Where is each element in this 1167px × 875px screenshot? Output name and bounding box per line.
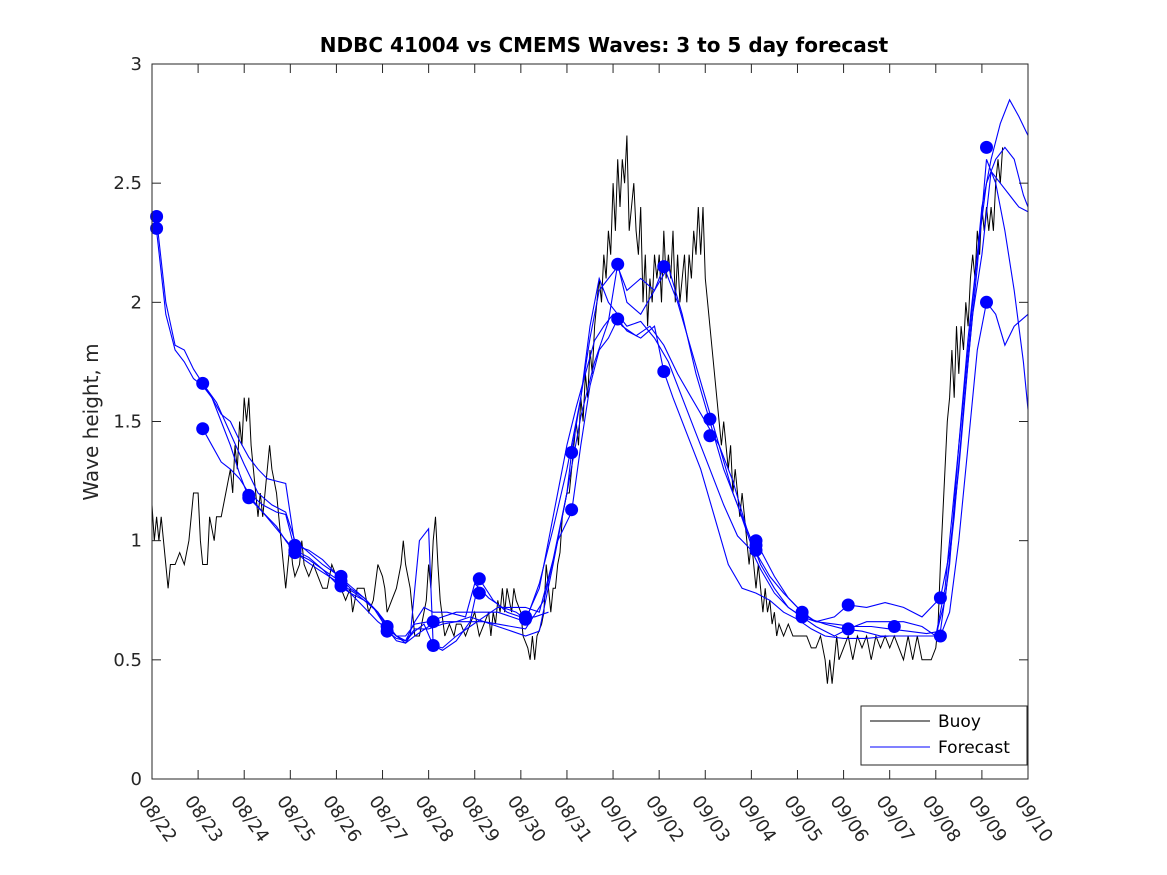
forecast-marker-6 [242, 491, 256, 505]
forecast-marker-20 [519, 612, 532, 626]
y-tick-label-4: 2 [131, 292, 142, 313]
forecast-marker-38 [933, 629, 947, 643]
forecast-marker-14 [380, 624, 394, 638]
forecast-marker-17 [472, 572, 486, 586]
forecast-marker-16 [426, 639, 440, 652]
forecast-marker-28 [703, 429, 717, 443]
forecast-marker-18 [472, 586, 486, 600]
forecast-marker-40 [980, 295, 993, 309]
forecast-series-line-2 [156, 146, 1029, 637]
legend-label-buoy: Buoy [938, 712, 981, 732]
forecast-series-line-6 [386, 527, 549, 651]
forecast-marker-23 [611, 257, 625, 271]
y-tick-label-5: 2.5 [113, 173, 142, 194]
forecast-series-line-4 [202, 159, 1029, 642]
forecast-marker-31 [749, 543, 763, 557]
y-tick-label-3: 1.5 [113, 412, 142, 433]
forecast-marker-22 [565, 503, 579, 517]
forecast-marker-1 [150, 210, 164, 223]
y-tick-label-6: 3 [131, 54, 142, 75]
legend-box [860, 705, 1028, 766]
forecast-marker-12 [334, 579, 348, 593]
y-tick-label-2: 1 [131, 531, 142, 552]
forecast-marker-34 [841, 598, 855, 612]
y-tick-label-1: 0.5 [113, 650, 142, 671]
forecast-marker-24 [611, 312, 625, 326]
forecast-marker-35 [841, 622, 855, 636]
forecast-marker-33 [795, 610, 809, 624]
forecast-marker-37 [933, 591, 947, 605]
forecast-marker-27 [703, 412, 717, 426]
forecast-marker-26 [657, 365, 671, 378]
forecast-marker-39 [980, 140, 993, 154]
forecast-marker-25 [657, 260, 671, 274]
forecast-marker-15 [426, 615, 440, 629]
legend: Buoy Forecast [860, 705, 1028, 766]
forecast-marker-21 [565, 446, 579, 459]
y-tick-label-0: 0 [131, 769, 142, 790]
forecast-marker-36 [887, 620, 901, 633]
legend-label-forecast: Forecast [938, 738, 1010, 758]
forecast-marker-9 [288, 546, 302, 560]
forecast-marker-4 [196, 422, 210, 436]
y-axis-title: Wave height, m [79, 343, 103, 500]
forecast-marker-2 [150, 221, 164, 235]
forecast-marker-3 [196, 376, 210, 390]
chart-title: NDBC 41004 vs CMEMS Waves: 3 to 5 day fo… [320, 33, 889, 57]
